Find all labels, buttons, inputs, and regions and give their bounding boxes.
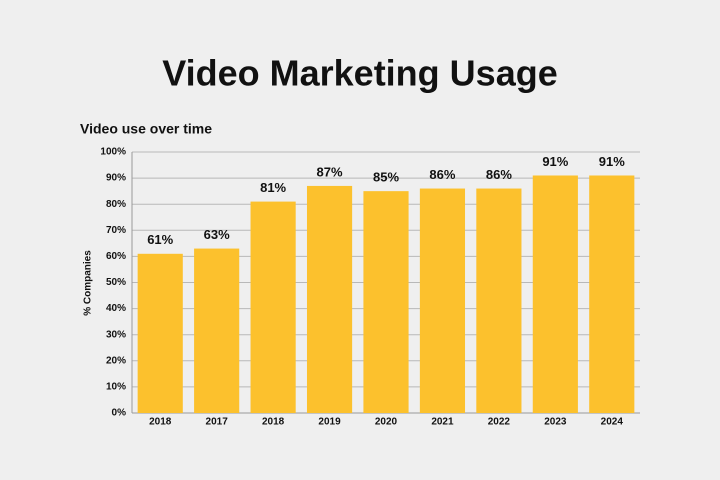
bar — [250, 201, 296, 413]
x-tick-label: 2023 — [544, 417, 567, 428]
x-tick-label: 2024 — [601, 417, 624, 428]
bar — [363, 191, 409, 413]
y-tick-label: 0% — [112, 408, 127, 419]
x-tick-label: 2022 — [488, 417, 511, 428]
bar — [306, 185, 353, 413]
x-tick-label: 2017 — [206, 417, 229, 428]
x-tick-label: 2018 — [262, 417, 285, 428]
x-tick-label: 2019 — [318, 417, 341, 428]
y-tick-label: 10% — [106, 382, 126, 393]
y-tick-label: 30% — [106, 329, 126, 340]
value-label: 61% — [147, 232, 173, 247]
y-tick-label: 60% — [106, 251, 126, 262]
y-tick-label: 90% — [106, 173, 126, 184]
value-label: 63% — [204, 227, 230, 242]
chart-subtitle: Video use over time — [80, 121, 212, 137]
value-label: 86% — [486, 167, 512, 182]
y-tick-label: 70% — [106, 225, 126, 236]
y-tick-label: 40% — [106, 303, 126, 314]
value-label: 81% — [260, 180, 286, 195]
y-tick-label: 100% — [100, 147, 126, 158]
bar — [137, 253, 183, 413]
value-label: 91% — [599, 154, 625, 169]
x-tick-label: 2018 — [149, 417, 172, 428]
chart-title: Video Marketing Usage — [162, 53, 557, 94]
bar — [476, 188, 522, 413]
value-label: 87% — [317, 164, 343, 179]
x-tick-label: 2020 — [375, 417, 398, 428]
bar — [532, 175, 578, 413]
y-tick-label: 20% — [106, 355, 126, 366]
bar — [589, 175, 635, 413]
value-label: 86% — [429, 167, 455, 182]
value-label: 91% — [542, 154, 568, 169]
bar — [419, 188, 466, 413]
bar — [194, 248, 240, 413]
x-tick-label: 2021 — [431, 417, 454, 428]
value-label: 85% — [373, 170, 399, 185]
y-tick-label: 50% — [106, 277, 126, 288]
y-axis-label: % Companies — [83, 250, 94, 316]
y-tick-label: 80% — [106, 199, 126, 210]
